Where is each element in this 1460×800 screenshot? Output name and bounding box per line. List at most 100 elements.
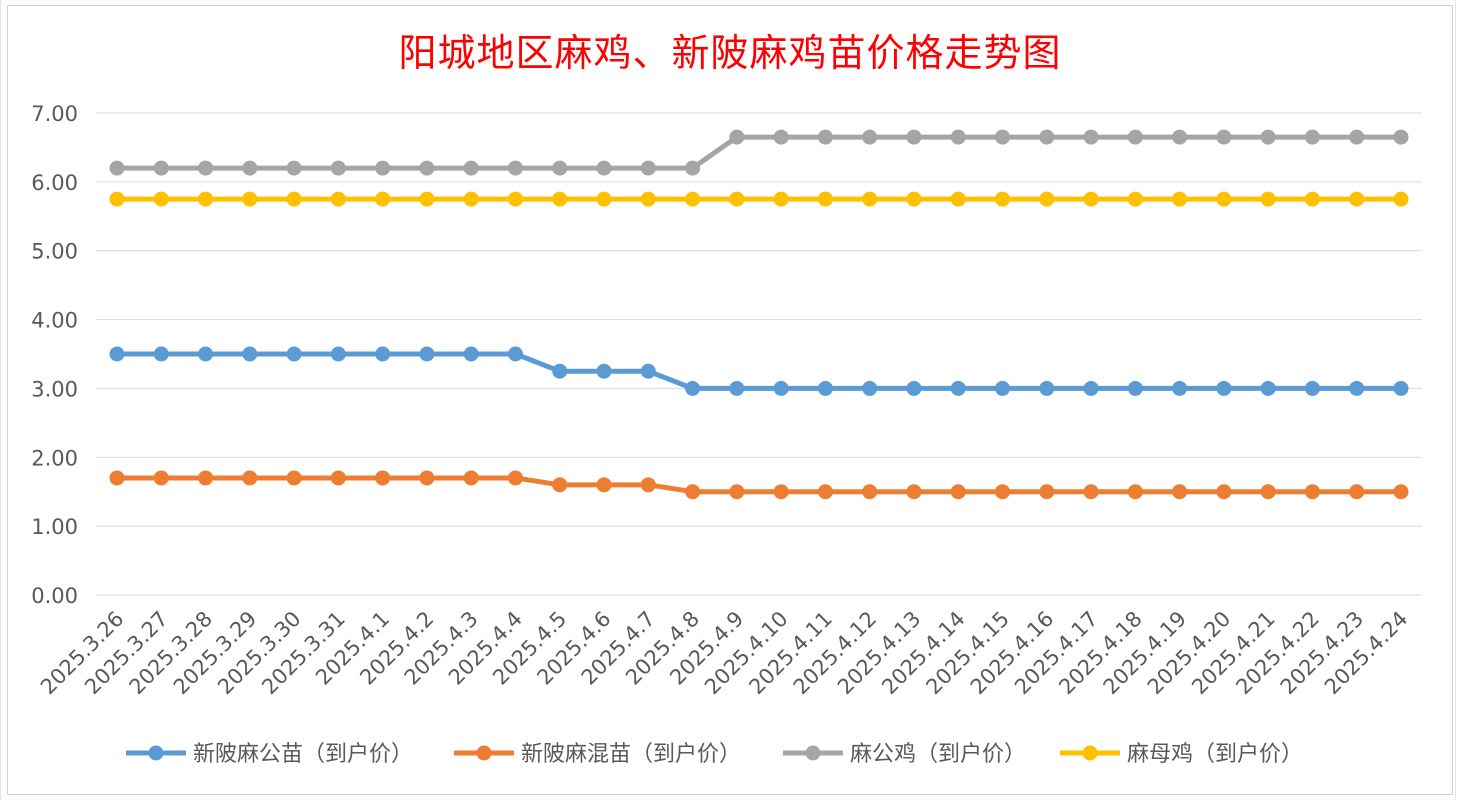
data-point[interactable] [1216,380,1232,396]
data-point[interactable] [286,346,302,362]
data-point[interactable] [242,346,258,362]
data-point[interactable] [109,470,125,486]
series-line[interactable] [114,475,1404,495]
data-point[interactable] [1216,129,1232,145]
data-point[interactable] [375,160,391,176]
data-point[interactable] [1393,191,1409,207]
data-point[interactable] [198,470,214,486]
data-point[interactable] [1349,191,1365,207]
data-point[interactable] [862,129,878,145]
data-point[interactable] [1172,129,1188,145]
data-point[interactable] [330,191,346,207]
data-point[interactable] [773,484,789,500]
data-point[interactable] [995,129,1011,145]
data-point[interactable] [1172,191,1188,207]
data-point[interactable] [862,380,878,396]
series-3[interactable] [109,129,1409,176]
data-point[interactable] [330,346,346,362]
data-point[interactable] [1083,129,1099,145]
data-point[interactable] [1083,191,1099,207]
data-point[interactable] [1260,484,1276,500]
data-point[interactable] [153,470,169,486]
data-point[interactable] [1393,129,1409,145]
series-1[interactable] [109,346,1409,396]
data-point[interactable] [773,191,789,207]
data-point[interactable] [640,160,656,176]
data-point[interactable] [1393,484,1409,500]
data-point[interactable] [419,191,435,207]
data-point[interactable] [685,484,701,500]
data-point[interactable] [198,346,214,362]
data-point[interactable] [1127,129,1143,145]
data-point[interactable] [1039,484,1055,500]
legend-item[interactable]: 新陂麻混苗（到户价） [454,742,741,767]
legend-item[interactable]: 新陂麻公苗（到户价） [126,742,413,767]
data-point[interactable] [1039,129,1055,145]
data-point[interactable] [640,363,656,379]
data-point[interactable] [463,191,479,207]
data-point[interactable] [862,484,878,500]
data-point[interactable] [330,470,346,486]
data-point[interactable] [1349,484,1365,500]
data-point[interactable] [1260,191,1276,207]
data-point[interactable] [1172,380,1188,396]
data-point[interactable] [153,160,169,176]
legend-item[interactable]: 麻公鸡（到户价） [783,742,1026,767]
data-point[interactable] [109,160,125,176]
data-point[interactable] [1349,129,1365,145]
data-point[interactable] [507,191,523,207]
data-point[interactable] [153,191,169,207]
data-point[interactable] [596,191,612,207]
data-point[interactable] [1127,191,1143,207]
data-point[interactable] [950,484,966,500]
data-point[interactable] [729,484,745,500]
data-point[interactable] [109,191,125,207]
data-point[interactable] [685,380,701,396]
data-point[interactable] [1039,191,1055,207]
data-point[interactable] [1172,484,1188,500]
data-point[interactable] [507,160,523,176]
data-point[interactable] [1304,484,1320,500]
data-point[interactable] [242,191,258,207]
data-point[interactable] [817,484,833,500]
data-point[interactable] [906,484,922,500]
data-point[interactable] [685,160,701,176]
data-point[interactable] [463,160,479,176]
data-point[interactable] [198,160,214,176]
series-line[interactable] [114,351,1404,391]
legend-item[interactable]: 麻母鸡（到户价） [1060,742,1303,767]
data-point[interactable] [906,191,922,207]
data-point[interactable] [817,380,833,396]
data-point[interactable] [552,477,568,493]
data-point[interactable] [817,191,833,207]
data-point[interactable] [596,477,612,493]
data-point[interactable] [419,346,435,362]
data-point[interactable] [1304,191,1320,207]
data-point[interactable] [286,470,302,486]
data-point[interactable] [685,191,701,207]
data-point[interactable] [375,346,391,362]
data-point[interactable] [286,191,302,207]
data-point[interactable] [640,477,656,493]
data-point[interactable] [1083,484,1099,500]
data-point[interactable] [330,160,346,176]
data-point[interactable] [729,380,745,396]
data-point[interactable] [242,160,258,176]
data-point[interactable] [995,484,1011,500]
data-point[interactable] [198,191,214,207]
data-point[interactable] [995,380,1011,396]
data-point[interactable] [419,160,435,176]
data-point[interactable] [109,346,125,362]
data-point[interactable] [242,470,258,486]
data-point[interactable] [419,470,435,486]
data-point[interactable] [552,363,568,379]
data-point[interactable] [995,191,1011,207]
data-point[interactable] [1039,380,1055,396]
data-point[interactable] [507,346,523,362]
data-point[interactable] [1216,191,1232,207]
data-point[interactable] [1127,380,1143,396]
data-point[interactable] [950,129,966,145]
data-point[interactable] [507,470,523,486]
data-point[interactable] [463,346,479,362]
